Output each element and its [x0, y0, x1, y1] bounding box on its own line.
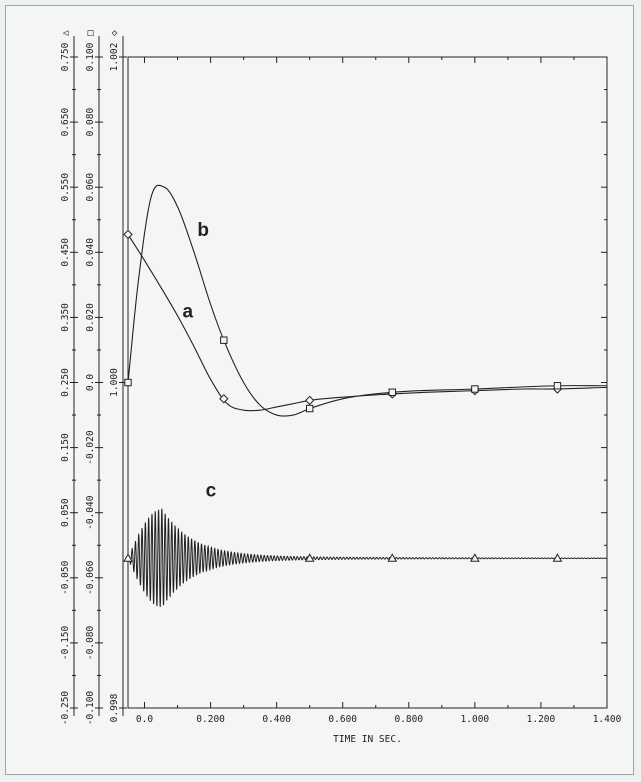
- series-c-marker: [123, 553, 133, 562]
- x-axis-title: TIME IN SEC.: [333, 734, 402, 745]
- y-tick-label: 0.150: [60, 433, 71, 462]
- series-c-line: [127, 508, 608, 608]
- y-tick-label: 0.550: [60, 173, 71, 202]
- chart-frame: [5, 5, 634, 775]
- series-b-line: [127, 184, 608, 417]
- y-axis-marker-diamond: ◇: [109, 30, 120, 36]
- series-c-marker: [552, 553, 563, 562]
- series-b-marker: [471, 385, 479, 393]
- series-c-marker: [470, 553, 480, 562]
- y-tick-label: -0.050: [60, 560, 71, 595]
- curve-label-a: a: [183, 301, 194, 322]
- x-tick-label: 0.800: [394, 714, 423, 725]
- y-tick-label: 0.040: [85, 238, 96, 267]
- y-tick-label: 0.250: [60, 368, 71, 397]
- y-tick-label: 0.650: [60, 108, 71, 137]
- series-b-marker: [305, 404, 314, 413]
- x-tick-label: 0.0: [136, 714, 153, 725]
- y-axis-marker-square: □: [85, 30, 96, 36]
- series-a-line: [127, 234, 608, 412]
- series-a-marker: [123, 229, 133, 240]
- y-tick-label: 0.350: [60, 303, 71, 332]
- y-tick-label: 0.050: [60, 498, 71, 527]
- series-b-marker: [124, 378, 132, 387]
- x-tick-label: 0.400: [262, 714, 291, 725]
- series-a-marker: [304, 395, 315, 406]
- y-tick-label: -0.250: [60, 691, 71, 726]
- y-tick-label: 0.020: [85, 303, 96, 332]
- y-tick-label: -0.040: [85, 495, 96, 530]
- x-tick-label: 0.600: [328, 714, 357, 725]
- series-b-marker: [220, 336, 228, 344]
- series-c-marker: [387, 553, 398, 562]
- y-tick-label: 0.450: [60, 238, 71, 267]
- y-tick-label: -0.150: [60, 625, 71, 660]
- y-axis-marker-triangle: △: [60, 30, 71, 36]
- curve-label-b: b: [197, 220, 209, 241]
- series-a-marker: [219, 394, 229, 404]
- series-b-marker: [388, 388, 396, 396]
- y-tick-label: 0.100: [85, 42, 96, 71]
- series-c-marker: [304, 553, 315, 562]
- y-tick-label: -0.060: [85, 560, 96, 595]
- series-b-marker: [553, 382, 562, 390]
- y-tick-label: 0.750: [60, 42, 71, 71]
- y-tick-label: -0.100: [85, 691, 96, 726]
- y-tick-label: 1.002: [109, 43, 120, 72]
- x-tick-label: 1.000: [461, 714, 490, 725]
- y-tick-label: 1.000: [109, 368, 120, 397]
- x-tick-label: 0.200: [196, 714, 225, 725]
- plot-area-border: [127, 56, 608, 709]
- y-tick-label: 0.0: [85, 374, 96, 391]
- y-tick-label: 0.060: [85, 173, 96, 202]
- y-tick-label: -0.020: [85, 430, 96, 465]
- y-tick-label: 0.080: [85, 108, 96, 137]
- y-tick-label: -0.080: [85, 625, 96, 660]
- x-tick-label: 1.200: [527, 714, 556, 725]
- x-tick-label: 1.400: [593, 714, 622, 725]
- curve-label-c: c: [206, 480, 217, 501]
- y-tick-label: 0.998: [109, 693, 120, 722]
